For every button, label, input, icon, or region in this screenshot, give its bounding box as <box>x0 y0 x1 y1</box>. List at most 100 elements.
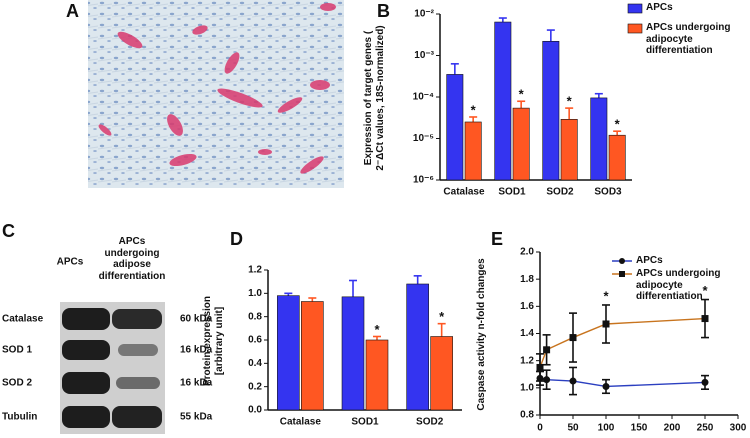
y-axis-title: Expression of target genes ( 2⁻ΔCt value… <box>363 25 386 171</box>
x-tick-label: SOD2 <box>546 187 574 198</box>
y-axis-title-box: Caspase activity n-fold changes <box>475 258 487 411</box>
x-tick-label: 300 <box>730 423 747 434</box>
y-tick-label: 1.8 <box>520 274 534 285</box>
x-tick-label: 0 <box>537 423 543 434</box>
bar <box>608 134 626 181</box>
bar <box>430 336 453 411</box>
x-tick-label: SOD1 <box>498 187 526 198</box>
bar <box>277 295 300 411</box>
y-tick-label: 1.2 <box>248 265 262 276</box>
y-tick-label: 10⁻⁶ <box>413 175 434 186</box>
western-blot: APCs APCs undergoing adipose differentia… <box>2 236 213 434</box>
significance-marker: * <box>374 322 380 337</box>
bar <box>512 107 530 181</box>
x-tick-label: SOD1 <box>351 417 379 428</box>
x-tick-label: 50 <box>567 423 579 434</box>
blot-size-label: 16 kDa <box>180 345 213 356</box>
y-axis-title: Caspase activity n-fold changes <box>475 258 487 411</box>
blot-row-label: Tubulin <box>2 412 37 423</box>
blot-row-label: SOD 1 <box>2 345 32 356</box>
y-tick-label: 1.6 <box>520 301 534 312</box>
x-tick-label: Catalase <box>443 187 485 198</box>
legend-marker <box>619 258 625 264</box>
panel-label: E <box>491 229 503 249</box>
y-tick-label: 0.8 <box>248 311 262 322</box>
bar <box>590 97 608 181</box>
blot-column-label: APCs <box>57 257 84 268</box>
y-axis-title-box: Protein expression [arbitrary unit] <box>202 295 225 387</box>
series-line <box>539 317 706 368</box>
bar <box>446 74 464 181</box>
point <box>602 320 610 328</box>
y-tick-label: 0.6 <box>248 335 262 346</box>
bar <box>464 121 482 181</box>
y-tick-label: 0.2 <box>248 381 262 392</box>
point <box>569 377 577 385</box>
y-tick-label: 10⁻² <box>414 9 434 20</box>
point <box>569 334 577 342</box>
y-axis-title-box: Expression of target genes ( 2⁻ΔCt value… <box>363 25 386 171</box>
significance-marker: * <box>471 102 477 117</box>
blot-size-label: 60 kDa <box>180 314 213 325</box>
point <box>602 382 610 390</box>
panel-label: A <box>66 1 79 21</box>
significance-marker: * <box>567 94 573 109</box>
y-tick-label: 10⁻⁴ <box>413 92 434 103</box>
point <box>543 376 551 384</box>
x-tick-label: 150 <box>631 423 648 434</box>
bar <box>494 21 512 181</box>
legend-label: APCs undergoing adipocyte differentiatio… <box>646 22 731 56</box>
point <box>543 346 551 354</box>
bar <box>542 40 560 181</box>
legend-label-box: APCs <box>636 255 663 266</box>
y-tick-label: 10⁻³ <box>414 50 434 61</box>
significance-marker: * <box>439 309 445 324</box>
series-line <box>539 377 706 388</box>
bar <box>301 301 324 411</box>
x-tick-label: 250 <box>697 423 714 434</box>
bar <box>560 119 578 181</box>
legend-swatch <box>627 3 643 14</box>
blot-row-label: Catalase <box>2 314 44 325</box>
y-tick-label: 1.0 <box>520 382 534 393</box>
bar <box>406 283 429 411</box>
blot-column-label: APCs undergoing adipose differentiation <box>98 236 166 282</box>
x-tick-label: 100 <box>598 423 615 434</box>
significance-marker: * <box>702 283 708 298</box>
legend-label: APCs <box>636 255 663 266</box>
micrograph <box>88 0 344 188</box>
x-tick-label: 200 <box>664 423 681 434</box>
point <box>701 378 709 386</box>
panel-label: B <box>377 1 390 21</box>
legend-label: APCs undergoing adipocyte differentiatio… <box>636 268 721 302</box>
panel-label: C <box>2 221 15 241</box>
blot-column-label-box: APCs undergoing adipose differentiation <box>98 236 166 282</box>
y-tick-label: 10⁻⁵ <box>413 133 434 144</box>
y-tick-label: 1.4 <box>520 328 534 339</box>
legend-marker <box>619 271 625 277</box>
y-tick-label: 0.0 <box>248 405 262 416</box>
y-tick-label: 0.8 <box>520 410 534 421</box>
x-tick-label: SOD3 <box>594 187 622 198</box>
y-tick-label: 2.0 <box>520 247 534 258</box>
bar <box>365 339 389 411</box>
significance-marker: * <box>603 288 609 303</box>
y-tick-label: 1.2 <box>520 355 534 366</box>
legend-label-box: APCs undergoing adipocyte differentiatio… <box>646 22 731 56</box>
blot-size-label: 16 kDa <box>180 378 213 389</box>
bar <box>341 296 365 411</box>
legend-swatch <box>627 23 643 34</box>
y-axis-title: Protein expression [arbitrary unit] <box>202 295 225 387</box>
significance-marker: * <box>615 117 621 132</box>
legend-label-box: APCs <box>646 2 673 13</box>
point <box>536 363 544 371</box>
x-tick-label: Catalase <box>280 417 322 428</box>
legend-label-box: APCs undergoing adipocyte differentiatio… <box>636 268 721 302</box>
point <box>701 315 709 323</box>
significance-marker: * <box>519 87 525 102</box>
blot-row-label: SOD 2 <box>2 378 32 389</box>
y-tick-label: 1.0 <box>248 288 262 299</box>
panel-label: D <box>230 229 243 249</box>
x-tick-label: SOD2 <box>416 417 444 428</box>
